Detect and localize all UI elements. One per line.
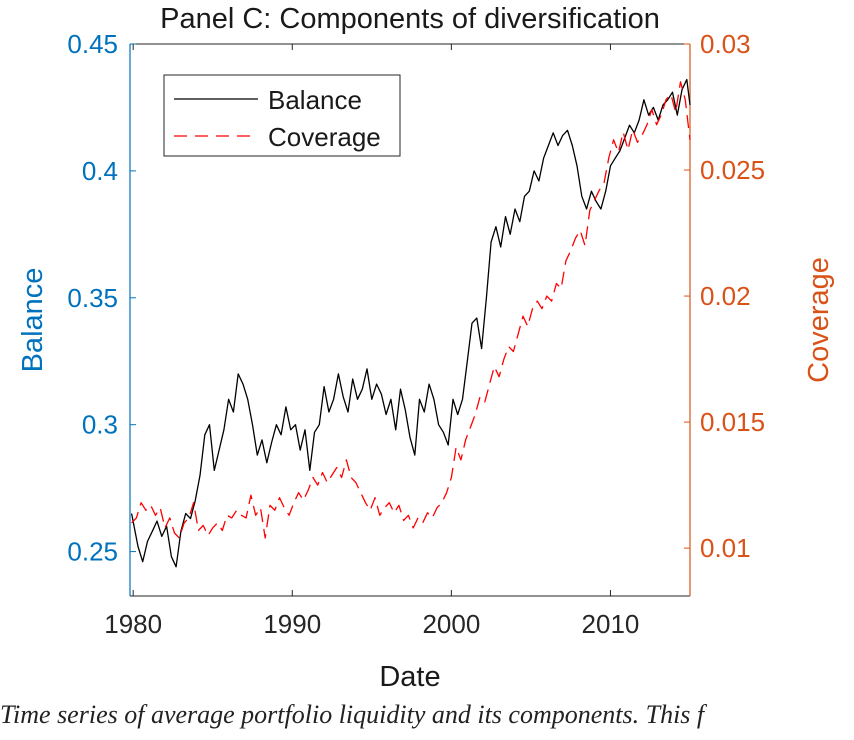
x-tick-label: 1980 bbox=[104, 609, 162, 639]
right-tick-label: 0.03 bbox=[700, 29, 751, 59]
series-line-balance bbox=[130, 78, 691, 568]
left-tick-label: 0.45 bbox=[67, 29, 118, 59]
left-tick-label: 0.4 bbox=[82, 156, 118, 186]
right-tick-label: 0.025 bbox=[700, 155, 765, 185]
right-tick-label: 0.02 bbox=[700, 281, 751, 311]
legend-balance-label: Balance bbox=[268, 85, 362, 115]
left-axis-label: Balance bbox=[17, 268, 49, 373]
x-tick-label: 2010 bbox=[582, 609, 640, 639]
right-axis-ticks: 0.01 0.015 0.02 0.025 0.03 bbox=[684, 29, 765, 563]
legend-coverage-label: Coverage bbox=[268, 122, 381, 152]
x-tick-label: 2000 bbox=[422, 609, 480, 639]
x-axis-ticks: 1980 1990 2000 2010 bbox=[104, 44, 639, 639]
right-tick-label: 0.01 bbox=[700, 533, 751, 563]
left-tick-label: 0.25 bbox=[67, 537, 118, 567]
right-axis-label: Coverage bbox=[803, 257, 835, 383]
series-layer bbox=[130, 78, 691, 568]
x-axis-label: Date bbox=[379, 661, 440, 693]
figure-caption: Time series of average portfolio liquidi… bbox=[0, 700, 705, 729]
legend-box bbox=[163, 74, 401, 157]
left-tick-label: 0.35 bbox=[67, 283, 118, 313]
series-line-coverage bbox=[131, 81, 691, 539]
right-tick-label: 0.015 bbox=[700, 407, 765, 437]
left-axis-ticks: 0.25 0.3 0.35 0.4 0.45 bbox=[67, 29, 136, 567]
chart: Panel C: Components of diversification 0… bbox=[17, 3, 835, 693]
chart-title: Panel C: Components of diversification bbox=[160, 3, 660, 35]
left-tick-label: 0.3 bbox=[82, 410, 118, 440]
legend: Balance Coverage bbox=[163, 74, 401, 157]
x-tick-label: 1990 bbox=[263, 609, 321, 639]
